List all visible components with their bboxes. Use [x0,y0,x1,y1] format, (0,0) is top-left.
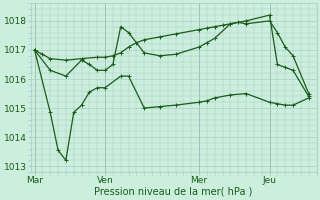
X-axis label: Pression niveau de la mer( hPa ): Pression niveau de la mer( hPa ) [94,187,253,197]
